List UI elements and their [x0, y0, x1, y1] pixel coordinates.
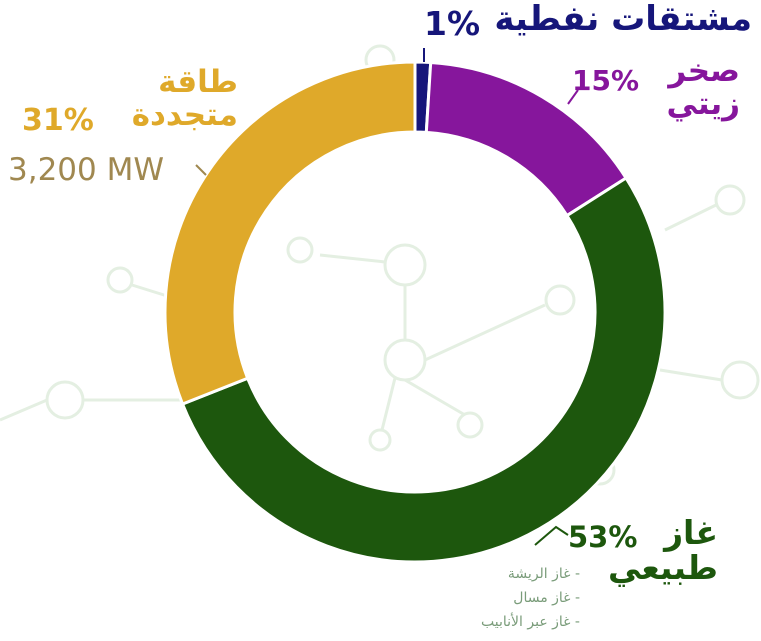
leader-lines: [195, 48, 579, 546]
value-label: 53%: [568, 520, 638, 554]
leader-line: [567, 89, 579, 105]
sub-item: - غاز الريشة: [507, 566, 580, 582]
sub-item: - غاز عبر الأنابيب: [481, 614, 580, 630]
donut-segment: [163, 60, 417, 406]
category-label: طاقة متجددة: [131, 64, 238, 133]
donut-segment: [180, 175, 667, 564]
category-label: غاز طبيعي: [607, 513, 718, 587]
value-label: 15%: [572, 64, 640, 97]
sub-item: - غاز مسال: [513, 590, 580, 606]
value-label: 1%: [424, 4, 481, 43]
leader-line: [534, 525, 569, 546]
annotation: 3,200 MW: [8, 152, 164, 188]
category-label: صخر زيتي: [666, 53, 740, 122]
value-label: 31%: [22, 103, 94, 138]
category-label: مشتقات نفطية: [494, 0, 752, 39]
donut: [163, 60, 667, 564]
leader-line: [195, 164, 207, 176]
